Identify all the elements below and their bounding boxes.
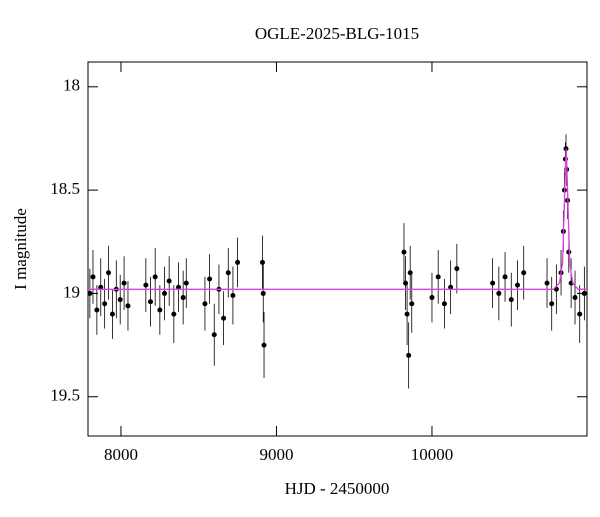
data-point <box>211 332 217 338</box>
data-point <box>259 259 265 265</box>
data-point <box>221 315 227 321</box>
x-tick-label: 8000 <box>104 445 138 464</box>
data-point <box>87 290 93 296</box>
data-point <box>235 259 241 265</box>
data-point <box>202 301 208 307</box>
data-point <box>454 266 460 272</box>
model-line <box>88 148 587 290</box>
data-point <box>407 270 413 276</box>
data-point <box>490 280 496 286</box>
data-point <box>502 274 508 280</box>
x-axis-label: HJD - 2450000 <box>285 479 390 498</box>
chart-title: OGLE-2025-BLG-1015 <box>255 24 419 43</box>
data-point <box>183 280 189 286</box>
data-point <box>109 311 115 317</box>
data-point <box>125 303 131 309</box>
data-point <box>577 311 583 317</box>
data-point <box>435 274 441 280</box>
x-tick-label: 9000 <box>259 445 293 464</box>
data-point <box>261 342 267 348</box>
data-point <box>207 276 213 282</box>
x-tick-label: 10000 <box>411 445 454 464</box>
data-point <box>171 311 177 317</box>
data-point <box>94 307 100 313</box>
data-point <box>176 284 182 290</box>
data-point <box>429 295 435 301</box>
data-point <box>441 301 447 307</box>
data-point <box>549 301 555 307</box>
data-point <box>157 307 163 313</box>
y-tick-label: 18.5 <box>50 179 80 198</box>
data-point <box>448 284 454 290</box>
data-point <box>121 280 127 286</box>
y-tick-label: 19.5 <box>50 386 80 405</box>
data-point <box>117 297 123 303</box>
data-point <box>508 297 514 303</box>
y-tick-label: 19 <box>63 282 80 301</box>
data-point <box>148 299 154 305</box>
data-point <box>514 282 520 288</box>
plot-frame <box>87 61 588 437</box>
data-point <box>230 292 236 298</box>
data-point <box>98 284 104 290</box>
data-point <box>90 274 96 280</box>
data-point <box>166 278 172 284</box>
data-point <box>572 295 578 301</box>
data-point <box>401 249 407 255</box>
data-point <box>180 295 186 301</box>
data-point <box>544 280 550 286</box>
data-point <box>406 352 412 358</box>
data-point <box>102 301 108 307</box>
data-point <box>225 270 231 276</box>
data-point <box>152 274 158 280</box>
data-point <box>143 282 149 288</box>
data-point <box>409 301 415 307</box>
y-tick-label: 18 <box>63 76 80 95</box>
y-axis-label: I magnitude <box>11 208 30 290</box>
data-point <box>521 270 527 276</box>
data-point <box>106 270 112 276</box>
data-point <box>496 290 502 296</box>
data-point <box>260 290 266 296</box>
data-point <box>404 311 410 317</box>
data-point <box>581 290 587 296</box>
data-point <box>162 290 168 296</box>
